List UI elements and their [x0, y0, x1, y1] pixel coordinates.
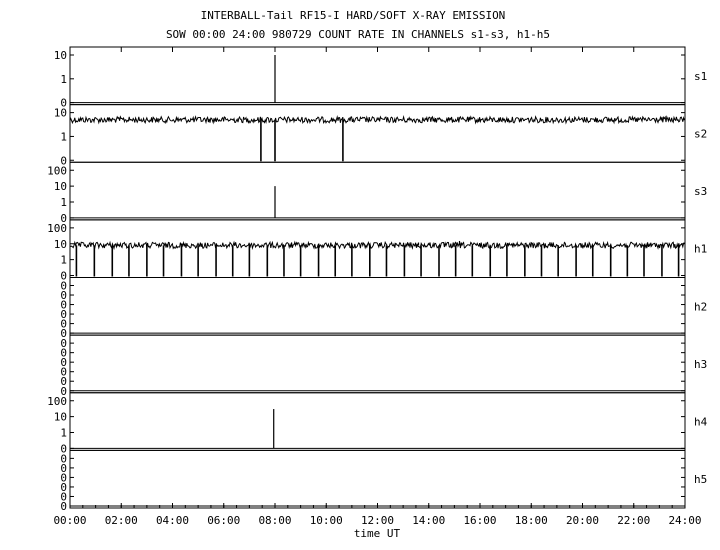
y-tick-label-h5: 0: [60, 452, 67, 465]
panel-frame-h3: [69, 334, 686, 394]
panel-frame-s1: [69, 46, 686, 106]
channel-label-h3: h3: [694, 358, 707, 371]
x-tick-label: 06:00: [207, 514, 240, 527]
y-tick-label-h3: 0: [60, 347, 67, 360]
x-tick-label: 12:00: [361, 514, 394, 527]
y-tick-label-s1: 1: [60, 73, 67, 86]
y-tick-label-h1: 1: [60, 254, 67, 267]
chart-subtitle: SOW 00:00 24:00 980729 COUNT RATE IN CHA…: [166, 28, 550, 41]
y-tick-label-s3: 100: [47, 164, 67, 177]
y-tick-label-s3: 0: [60, 212, 67, 225]
x-tick-label: 08:00: [258, 514, 291, 527]
x-tick-label: 18:00: [515, 514, 548, 527]
y-tick-label-h1: 10: [54, 238, 67, 251]
y-tick-label-h2: 0: [60, 318, 67, 331]
y-tick-label-h4: 1: [60, 427, 67, 440]
y-tick-label-h2: 0: [60, 327, 67, 340]
y-tick-label-h4: 100: [47, 395, 67, 408]
y-tick-label-h3: 0: [60, 356, 67, 369]
x-tick-label: 10:00: [310, 514, 343, 527]
panel-frame-h5: [69, 449, 686, 509]
y-tick-label-h1: 0: [60, 270, 67, 283]
y-tick-label-s1: 0: [60, 97, 67, 110]
y-tick-label-h4: 10: [54, 411, 67, 424]
y-tick-label-s1: 10: [54, 49, 67, 62]
y-tick-label-h5: 0: [60, 462, 67, 475]
y-tick-label-s2: 0: [60, 154, 67, 167]
y-tick-label-s3: 10: [54, 180, 67, 193]
x-tick-label: 04:00: [156, 514, 189, 527]
panel-frame-h2: [69, 277, 686, 336]
y-tick-label-h2: 0: [60, 280, 67, 293]
y-tick-label-h5: 0: [60, 481, 67, 494]
series-line-s2: [69, 115, 685, 125]
panel-frame-s3: [69, 161, 686, 221]
channel-label-h2: h2: [694, 300, 707, 313]
y-tick-label-h5: 0: [60, 471, 67, 484]
y-tick-label-h5: 0: [60, 500, 67, 513]
x-tick-label: 22:00: [617, 514, 650, 527]
x-tick-label: 02:00: [105, 514, 138, 527]
x-tick-label: 00:00: [53, 514, 86, 527]
y-tick-label-h3: 0: [60, 337, 67, 350]
series-line-h1: [69, 240, 685, 251]
y-tick-label-h1: 100: [47, 222, 67, 235]
y-tick-label-s3: 1: [60, 196, 67, 209]
x-tick-label: 14:00: [412, 514, 445, 527]
channel-label-s1: s1: [694, 70, 707, 83]
x-axis-label: time UT: [354, 527, 401, 540]
x-tick-label: 20:00: [566, 514, 599, 527]
y-tick-label-s2: 1: [60, 130, 67, 143]
y-tick-label-h4: 0: [60, 442, 67, 455]
channel-label-s3: s3: [694, 185, 707, 198]
y-tick-label-h5: 0: [60, 490, 67, 503]
channel-label-h1: h1: [694, 243, 707, 256]
x-tick-label: 24:00: [668, 514, 701, 527]
y-tick-label-h2: 0: [60, 289, 67, 302]
y-tick-label-h3: 0: [60, 375, 67, 388]
panel-frame-s2: [69, 104, 686, 163]
plot-area: 1010s11010s21001010s31001010h1000000h200…: [47, 46, 708, 527]
x-tick-label: 16:00: [463, 514, 496, 527]
panel-frame-h4: [69, 392, 686, 451]
channel-label-s2: s2: [694, 127, 707, 140]
y-tick-label-h2: 0: [60, 299, 67, 312]
y-tick-label-h3: 0: [60, 366, 67, 379]
chart-title: INTERBALL-Tail RF15-I HARD/SOFT X-RAY EM…: [201, 9, 506, 22]
y-tick-label-h2: 0: [60, 308, 67, 321]
y-tick-label-h3: 0: [60, 385, 67, 398]
channel-label-h5: h5: [694, 473, 707, 486]
y-tick-label-s2: 10: [54, 107, 67, 120]
channel-label-h4: h4: [694, 416, 708, 429]
